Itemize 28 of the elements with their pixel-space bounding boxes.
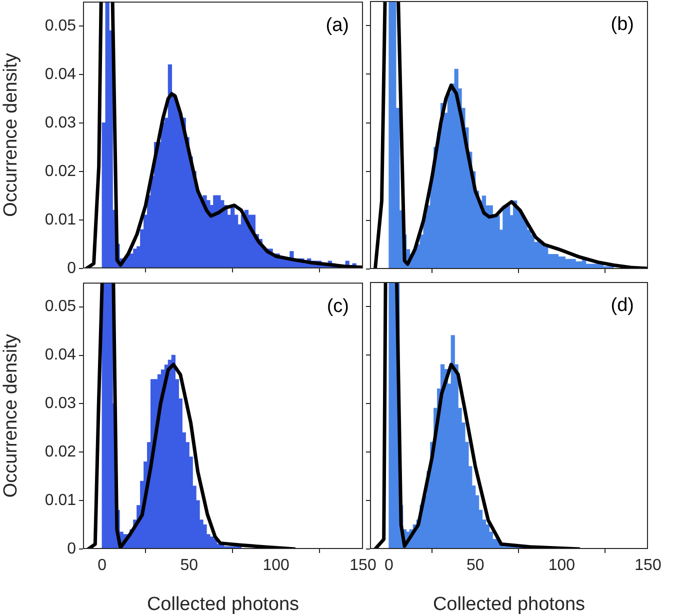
x-tick-label: 0 [384,557,394,574]
y-axis-title: Occurrence density [0,52,22,217]
annotation: (b) [610,14,634,36]
x-tick-label: 100 [548,557,576,574]
x-tick-label: 0 [98,557,107,574]
x-tick-label: 50 [180,557,198,574]
y-tick-label: 0.03 [44,114,76,132]
y-tick-label: 0.04 [44,346,76,364]
annotation: (c) [326,296,349,317]
y-tick-label: 0.01 [44,492,76,509]
y-tick-label: 0.02 [44,162,76,180]
y-tick-label: 0.04 [44,66,76,83]
x-axis-title: Collected photons [432,594,586,615]
y-tick-label: 0 [67,540,76,558]
x-tick-label: 150 [350,557,376,574]
x-tick-label: 150 [634,557,662,574]
y-tick-label: 0.02 [44,444,76,461]
y-tick-label: 0 [67,260,76,277]
x-axis-title: Collected photons [146,594,300,615]
y-tick-label: 0.03 [44,395,76,412]
y-tick-label: 0.05 [44,17,76,34]
y-tick-label: 0.01 [44,211,76,228]
annotation: (a) [326,14,349,36]
annotation: (d) [610,295,634,316]
y-axis-title: Occurrence density [0,333,22,498]
x-tick-label: 50 [466,557,484,574]
x-tick-label: 100 [262,557,290,574]
y-tick-label: 0.05 [44,298,76,316]
